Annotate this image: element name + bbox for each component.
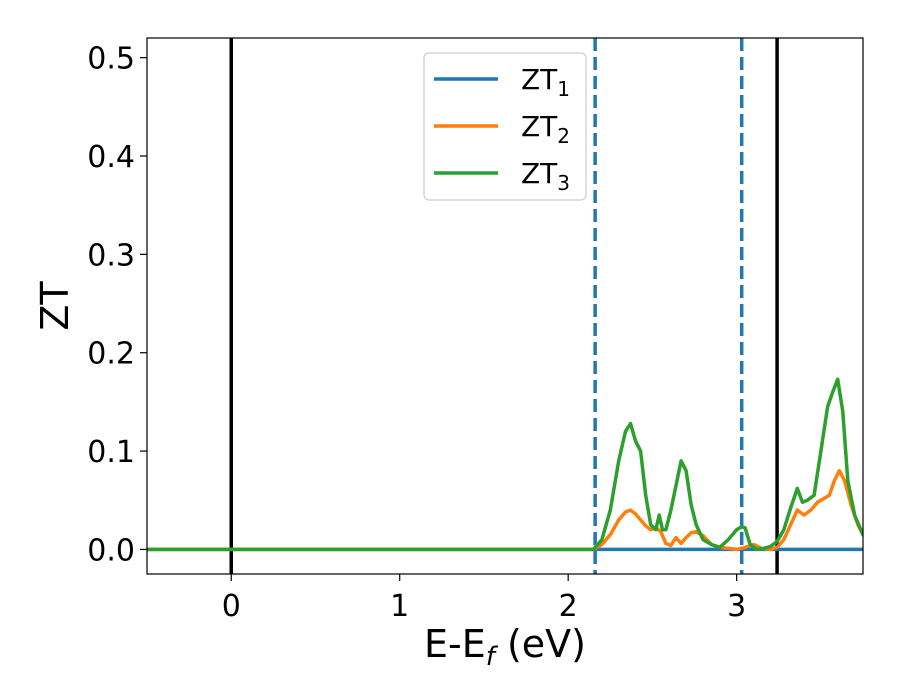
- y-axis-ticks: 0.0 0.1 0.2 0.3 0.4 0.5: [87, 42, 147, 568]
- y-tick-label: 0.3: [87, 238, 135, 273]
- y-tick-label: 0.4: [87, 140, 135, 175]
- y-tick-label: 0.5: [87, 42, 135, 77]
- y-tick-label: 0.2: [87, 337, 135, 372]
- series-line-zt3: [147, 377, 863, 552]
- legend-label: ZT2: [521, 110, 570, 148]
- plot-content: [147, 38, 863, 574]
- x-axis-label-unit: (eV): [495, 622, 586, 666]
- y-axis-label: ZT: [33, 281, 77, 331]
- x-axis-ticks: 0 1 2 3: [222, 574, 746, 624]
- series-line-zt2: [147, 468, 863, 552]
- legend-label: ZT3: [521, 157, 570, 195]
- y-tick-label: 0.1: [87, 435, 135, 470]
- x-tick-label: 0: [222, 589, 241, 624]
- y-tick-label: 0.0: [87, 533, 135, 568]
- legend-label: ZT1: [521, 63, 570, 101]
- legend-box: [423, 52, 587, 201]
- x-axis-label-main: E-E: [424, 622, 486, 666]
- legend: ZT1 ZT2 ZT3: [423, 52, 587, 201]
- legend-item-zt2: ZT2: [434, 110, 570, 148]
- plot-frame: [146, 37, 864, 575]
- legend-item-zt1: ZT1: [434, 63, 570, 101]
- x-tick-label: 2: [559, 589, 578, 624]
- x-axis-label: E-Ef (eV): [424, 622, 586, 672]
- legend-item-zt3: ZT3: [434, 157, 570, 195]
- x-tick-label: 1: [390, 589, 409, 624]
- x-tick-label: 3: [727, 589, 746, 624]
